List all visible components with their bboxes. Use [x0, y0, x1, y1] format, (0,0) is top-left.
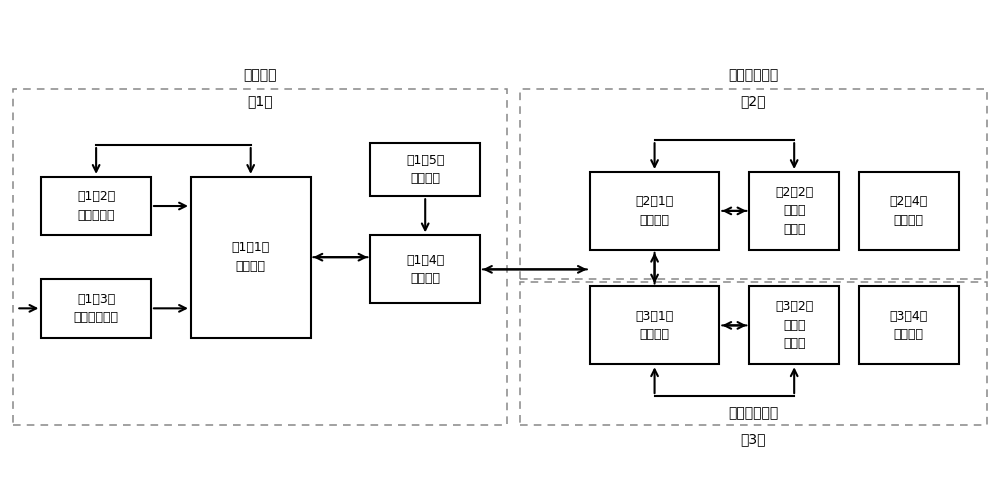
Text: 显示器: 显示器 — [783, 204, 805, 218]
Text: 交互式: 交互式 — [783, 338, 805, 350]
Bar — [191, 177, 311, 338]
Text: 微控制器: 微控制器 — [236, 260, 266, 273]
Text: （1．4）: （1．4） — [406, 254, 444, 267]
Bar — [41, 177, 151, 235]
Bar — [41, 279, 151, 338]
Text: 供电电源: 供电电源 — [894, 328, 924, 341]
Bar — [370, 235, 480, 303]
Text: （3．1）: （3．1） — [635, 310, 674, 322]
Text: 微控制器: 微控制器 — [640, 328, 670, 341]
Bar — [13, 89, 507, 425]
Text: （2．2）: （2．2） — [775, 186, 813, 199]
Bar — [590, 172, 719, 250]
Text: 供电电源: 供电电源 — [894, 214, 924, 227]
Text: （1．3）: （1．3） — [77, 293, 115, 306]
Bar — [749, 287, 839, 365]
Bar — [370, 143, 480, 196]
Text: 供电电源: 供电电源 — [410, 172, 440, 185]
Text: （2）: （2） — [741, 95, 766, 109]
Text: 显示器: 显示器 — [783, 319, 805, 332]
Text: 微控制器: 微控制器 — [640, 214, 670, 227]
Text: 测量单元: 测量单元 — [243, 68, 277, 82]
Bar — [520, 282, 987, 425]
Text: （1．1）: （1．1） — [232, 242, 270, 254]
Text: 交互式: 交互式 — [783, 223, 805, 236]
Text: 第一控显单元: 第一控显单元 — [728, 68, 778, 82]
Bar — [859, 172, 959, 250]
Text: 三轴陀螺仪: 三轴陀螺仪 — [77, 209, 115, 222]
Text: （3．2）: （3．2） — [775, 300, 813, 314]
Text: （2．4）: （2．4） — [890, 195, 928, 208]
Bar — [859, 287, 959, 365]
Bar — [749, 172, 839, 250]
Text: （1．2）: （1．2） — [77, 190, 115, 203]
Text: 通讯单元: 通讯单元 — [410, 272, 440, 285]
Text: 第二控显单元: 第二控显单元 — [728, 406, 778, 420]
Text: （1）: （1） — [247, 95, 273, 109]
Bar — [590, 287, 719, 365]
Text: （2．1）: （2．1） — [635, 195, 674, 208]
Bar — [520, 89, 987, 279]
Text: 三轴加速度计: 三轴加速度计 — [74, 311, 119, 324]
Text: （1．5）: （1．5） — [406, 154, 444, 167]
Text: （3．4）: （3．4） — [890, 310, 928, 322]
Text: （3）: （3） — [741, 433, 766, 446]
